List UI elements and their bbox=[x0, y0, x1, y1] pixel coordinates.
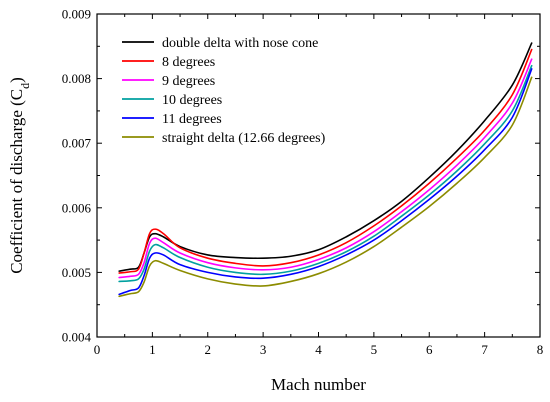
series-lines bbox=[118, 42, 533, 298]
series-line bbox=[118, 58, 533, 279]
x-tick-label: 0 bbox=[94, 342, 101, 357]
legend-entry-label: double delta with nose cone bbox=[162, 36, 318, 51]
y-tick-label: 0.007 bbox=[62, 136, 92, 151]
x-tick-label: 8 bbox=[537, 342, 544, 357]
x-tick-label: 3 bbox=[260, 342, 267, 357]
series-line bbox=[118, 68, 533, 296]
y-axis-title-close: ) bbox=[7, 77, 26, 83]
y-tick-label: 0.005 bbox=[62, 265, 91, 280]
y-axis-title-main: Coefficient of discharge (C bbox=[7, 89, 26, 274]
legend-entry-label: 8 degrees bbox=[162, 55, 215, 70]
series-line bbox=[118, 76, 533, 298]
x-tick-label: 7 bbox=[481, 342, 488, 357]
y-tick-label: 0.009 bbox=[62, 7, 91, 22]
y-axis-title-subscript: d bbox=[18, 83, 32, 89]
series-line bbox=[118, 64, 533, 283]
series-line bbox=[118, 48, 533, 274]
x-tick-label: 2 bbox=[205, 342, 212, 357]
legend-entry-label: 10 degrees bbox=[162, 93, 222, 108]
legend-entry-label: 9 degrees bbox=[162, 74, 215, 89]
x-tick-label: 4 bbox=[315, 342, 322, 357]
legend-entry-label: straight delta (12.66 degrees) bbox=[162, 131, 326, 146]
legend-entry-label: 11 degrees bbox=[162, 112, 222, 127]
x-tick-label: 5 bbox=[371, 342, 378, 357]
x-tick-label: 1 bbox=[149, 342, 156, 357]
axis-ticks: 0 1 2 3 4 5 6 7 8 0.004 0.005 0.006 0.007 0.008 0.009 bbox=[62, 7, 544, 358]
x-tick-label: 6 bbox=[426, 342, 433, 357]
y-tick-label: 0.004 bbox=[62, 330, 92, 345]
y-tick-label: 0.008 bbox=[62, 71, 91, 86]
x-axis-title: Mach number bbox=[271, 375, 366, 394]
y-axis-title: Coefficient of discharge (Cd) bbox=[7, 77, 32, 274]
legend: double delta with nose cone 8 degrees 9 de… bbox=[122, 36, 326, 146]
y-tick-label: 0.006 bbox=[62, 200, 92, 215]
